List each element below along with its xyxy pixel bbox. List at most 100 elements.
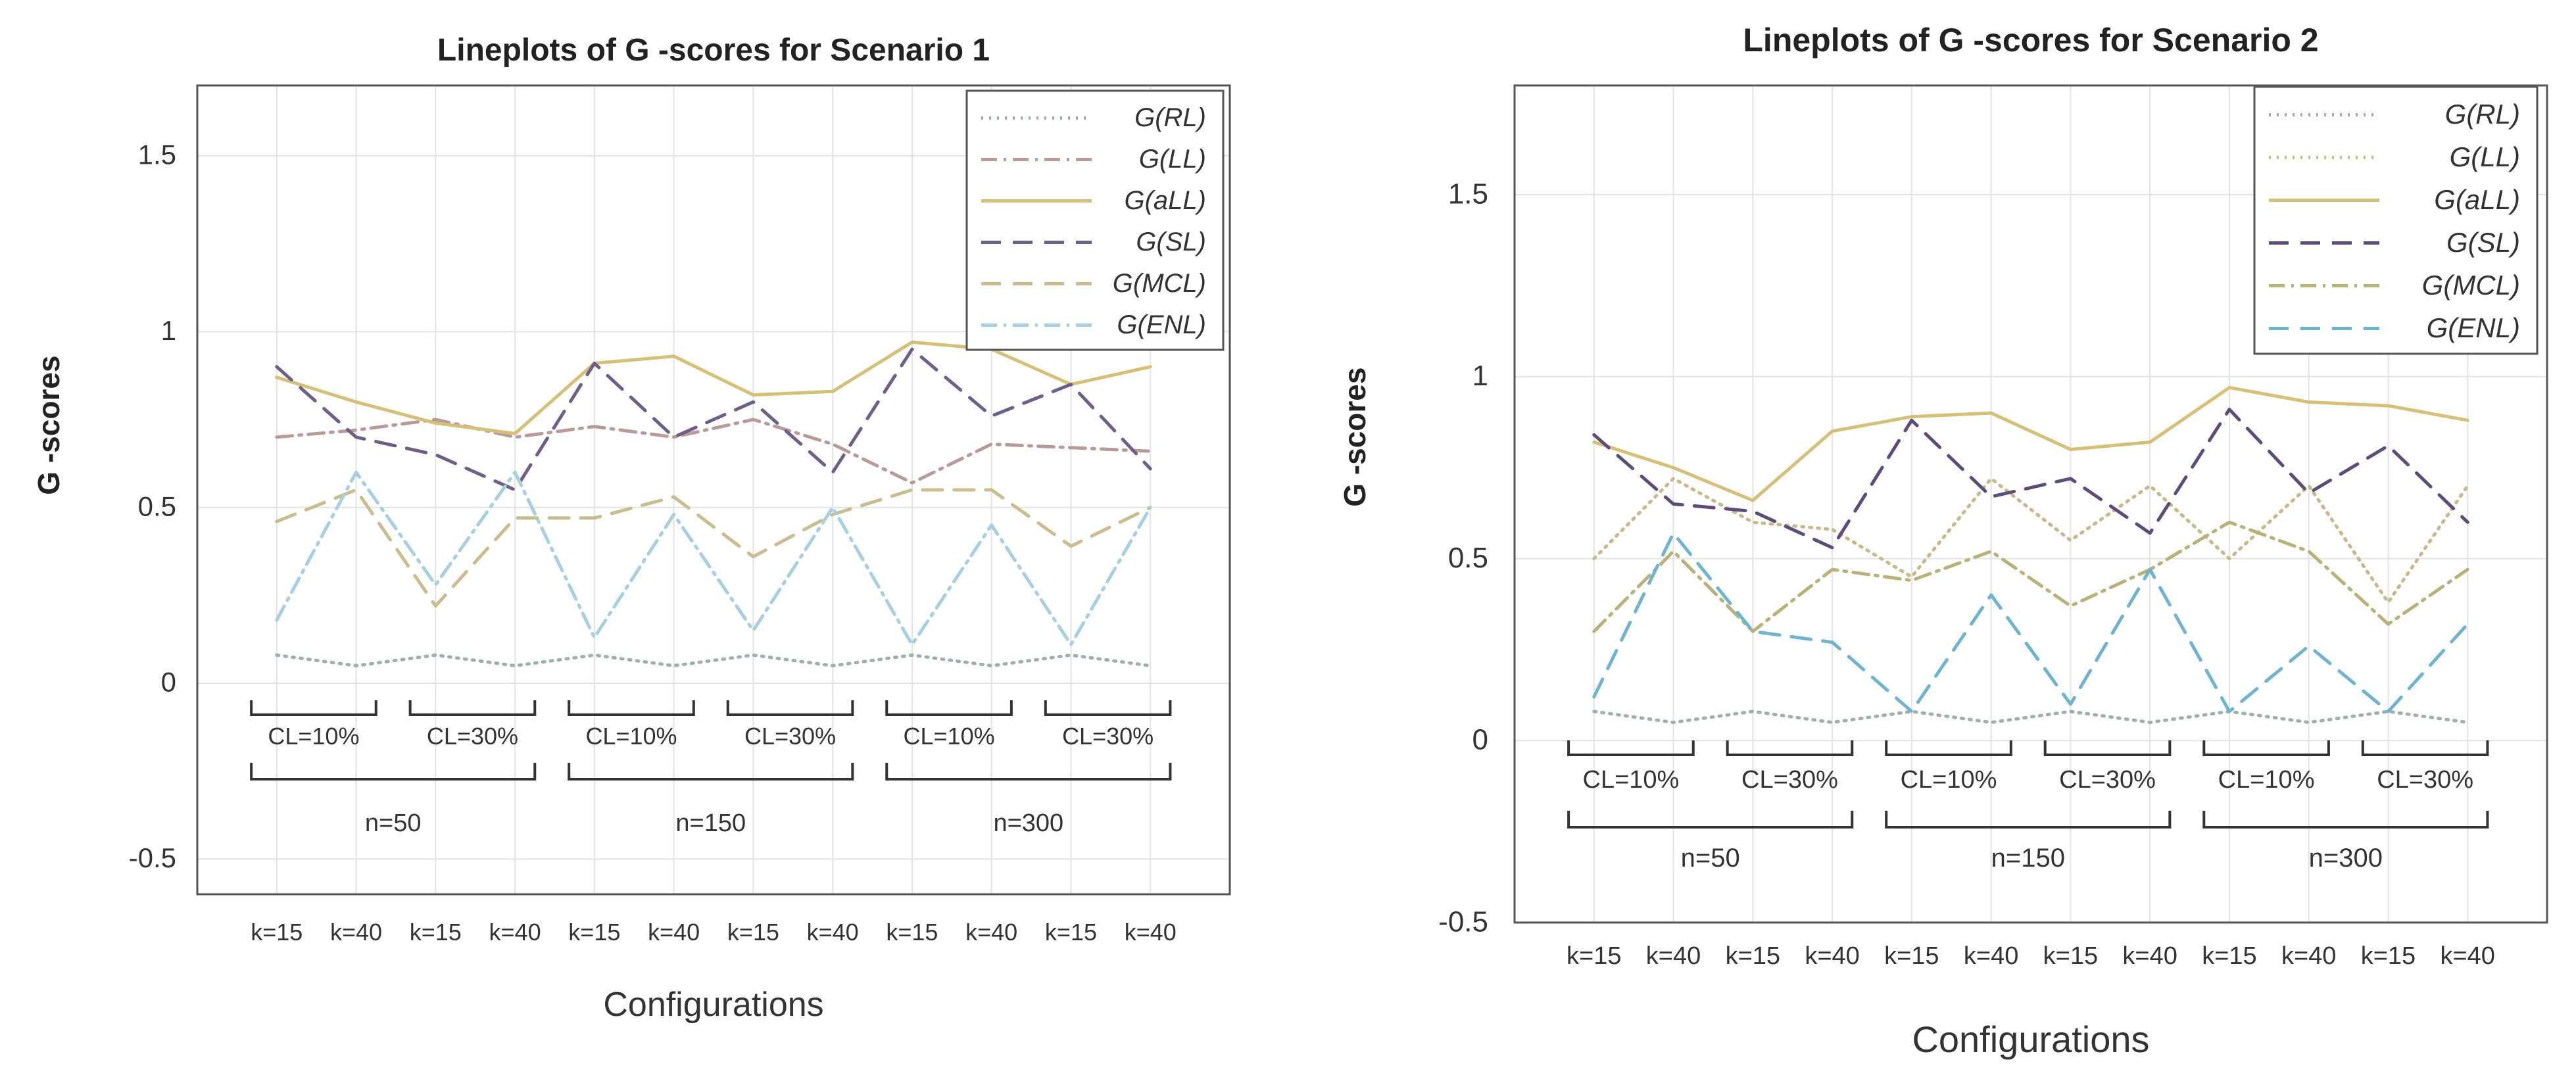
cl-group-label: CL=10% — [1583, 766, 1680, 794]
x-tick-label: k=40 — [1125, 919, 1177, 946]
y-tick-label: 0 — [1472, 724, 1488, 756]
series-line-grl — [275, 653, 1152, 667]
legend-label: G(LL) — [2450, 141, 2520, 172]
n-group-label: n=300 — [993, 809, 1063, 837]
legend-label: G(MCL) — [2422, 270, 2520, 300]
chart-title: Lineplots of G -scores for Scenario 1 — [437, 33, 990, 68]
cl-group-label: CL=10% — [1901, 766, 1997, 794]
x-axis-label: Configurations — [1912, 1019, 2149, 1060]
x-tick-label: k=15 — [251, 919, 303, 946]
x-tick-label: k=15 — [1567, 942, 1621, 970]
cl-bracket — [2202, 740, 2330, 756]
legend-label: G(SL) — [2446, 227, 2520, 258]
n-group-label: n=50 — [365, 809, 422, 837]
legend-label: G(MCL) — [1113, 269, 1206, 298]
cl-bracket — [1044, 700, 1172, 716]
legend-box — [965, 89, 1225, 351]
x-tick-label: k=15 — [2361, 942, 2416, 970]
x-tick-label: k=40 — [2281, 942, 2336, 970]
cl-group-label: CL=10% — [268, 723, 359, 750]
x-tick-label: k=40 — [330, 919, 382, 946]
x-tick-label: k=15 — [1884, 942, 1939, 970]
cl-bracket — [568, 700, 695, 716]
y-tick-label: 1.5 — [1448, 178, 1488, 210]
chart-panel-scenario-2: Lineplots of G -scores for Scenario 2 -0.… — [1288, 0, 2576, 1081]
cl-group-label: CL=30% — [744, 723, 836, 750]
line-chart-scenario-1: Lineplots of G -scores for Scenario 1 -0.… — [32, 33, 1231, 1024]
series-line-gll — [1592, 477, 2469, 604]
legend-label: G(ENL) — [1117, 310, 1206, 339]
y-tick-label: 1 — [1472, 360, 1488, 392]
cl-bracket — [250, 700, 377, 716]
legend-label: G(RL) — [2445, 99, 2520, 130]
legend-label: G(SL) — [1136, 228, 1206, 256]
y-tick-label: 1.5 — [138, 139, 176, 170]
y-axis-label: G -scores — [1338, 368, 1372, 507]
x-tick-label: k=15 — [410, 919, 462, 946]
n-group-label: n=150 — [1991, 844, 2065, 873]
x-tick-label: k=15 — [727, 919, 779, 946]
cl-group-label: CL=30% — [2059, 766, 2156, 794]
legend-label: G(LL) — [1139, 145, 1206, 174]
n-bracket — [2202, 811, 2489, 829]
x-tick-label: k=15 — [1726, 942, 1780, 970]
legend-label: G(ENL) — [2427, 312, 2520, 343]
chart-panel-scenario-1: Lineplots of G -scores for Scenario 1 -0.… — [32, 33, 1231, 1024]
cl-bracket — [726, 700, 854, 716]
n-bracket — [1567, 811, 1854, 829]
series-line-genl — [275, 470, 1152, 646]
n-bracket — [568, 763, 854, 781]
y-tick-label: -0.5 — [129, 842, 176, 873]
series-line-gmcl — [275, 488, 1152, 608]
line-chart-scenario-2: Lineplots of G -scores for Scenario 2 -0.… — [1338, 22, 2548, 1060]
x-tick-label: k=15 — [568, 919, 620, 946]
series-line-gall — [1592, 385, 2469, 502]
cl-bracket — [1885, 740, 2012, 756]
axes-box — [1513, 84, 2548, 924]
cl-group-label: CL=10% — [585, 723, 677, 750]
cl-bracket — [1567, 740, 1695, 756]
cl-bracket — [2361, 740, 2489, 756]
y-axis-label: G -scores — [32, 355, 66, 494]
y-tick-label: -0.5 — [1438, 905, 1488, 938]
n-group-label: n=300 — [2309, 844, 2383, 873]
cl-bracket — [2043, 740, 2172, 756]
x-tick-label: k=40 — [2440, 942, 2494, 970]
y-tick-label: 1 — [161, 315, 176, 346]
series-line-gsl — [1592, 408, 2469, 550]
n-bracket — [1885, 811, 2172, 829]
cl-bracket — [408, 700, 537, 716]
series-line-gmcl — [1592, 520, 2469, 633]
series-line-gall — [275, 340, 1152, 435]
n-group-label: n=150 — [675, 809, 746, 837]
cl-group-label: CL=30% — [1062, 723, 1154, 750]
x-tick-label: k=40 — [648, 919, 700, 946]
series-line-grl — [1592, 709, 2469, 725]
x-axis-label: Configurations — [603, 986, 823, 1024]
series-line-gll — [275, 418, 1152, 485]
x-tick-label: k=40 — [489, 919, 541, 946]
cl-group-label: CL=10% — [2218, 766, 2315, 794]
y-tick-label: 0.5 — [138, 491, 176, 521]
cl-group-label: CL=30% — [427, 723, 518, 750]
cl-bracket — [1726, 740, 1854, 756]
legend-label: G(RL) — [1134, 103, 1206, 132]
axes-box — [196, 84, 1231, 896]
cl-group-label: CL=30% — [2377, 766, 2473, 794]
chart-title: Lineplots of G -scores for Scenario 2 — [1743, 22, 2318, 59]
y-tick-label: 0.5 — [1448, 542, 1488, 574]
n-group-label: n=50 — [1681, 844, 1740, 873]
cl-group-label: CL=30% — [1741, 766, 1838, 794]
y-tick-label: 0 — [161, 667, 176, 698]
cl-group-label: CL=10% — [904, 723, 995, 750]
x-tick-label: k=15 — [2043, 942, 2098, 970]
x-tick-label: k=40 — [965, 919, 1017, 946]
cl-bracket — [885, 700, 1013, 716]
x-tick-label: k=40 — [807, 919, 859, 946]
n-bracket — [885, 763, 1172, 781]
x-tick-label: k=40 — [1964, 942, 2018, 970]
legend-box — [2253, 85, 2539, 355]
legend-label: G(aLL) — [2434, 184, 2520, 215]
x-tick-label: k=40 — [1805, 942, 1859, 970]
series-line-genl — [1592, 531, 2469, 713]
